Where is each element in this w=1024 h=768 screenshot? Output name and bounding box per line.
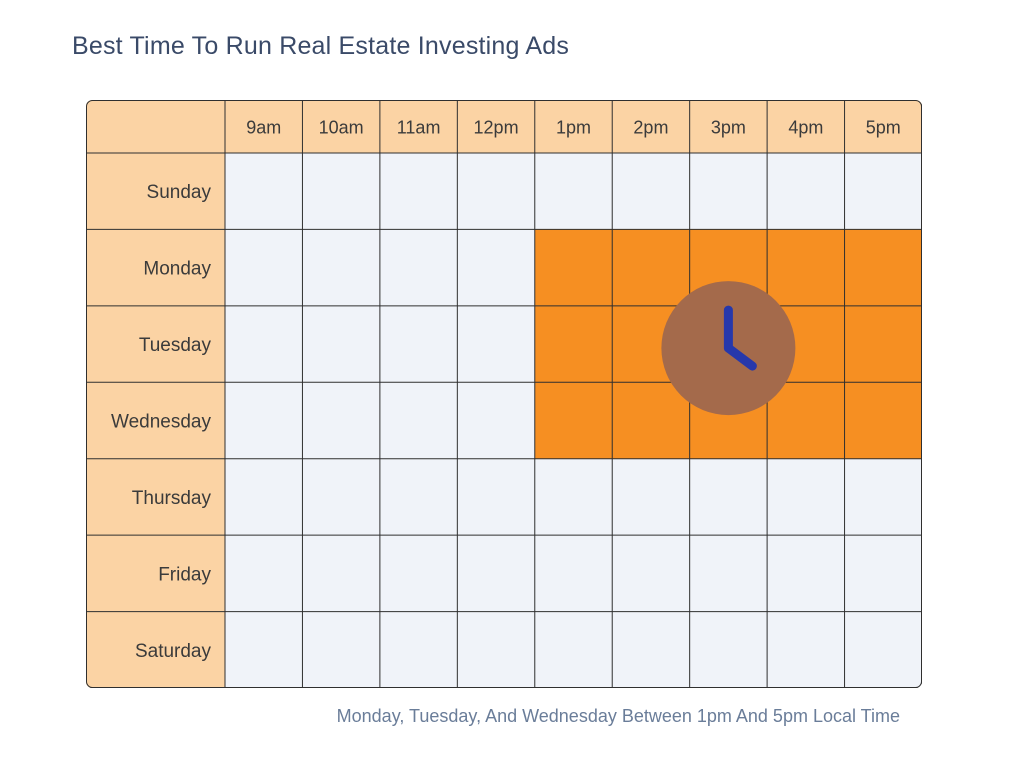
heatmap-cell [379, 229, 458, 306]
heatmap-chart: 9am 10am 11am 12pm 1pm 2pm 3pm 4pm 5pm Sunday Mond… [86, 100, 922, 688]
heatmap-cell [612, 535, 690, 612]
heatmap-cell [302, 229, 380, 306]
heatmap-cell-highlight [844, 229, 922, 306]
column-header-label: 12pm [474, 118, 519, 138]
row-label: Monday [143, 259, 211, 280]
row-label-column-bg [86, 153, 225, 688]
column-header-label: 5pm [866, 118, 901, 138]
column-header-label: 9am [246, 118, 281, 138]
heatmap-cell [225, 229, 303, 306]
heatmap-cell [457, 382, 535, 459]
clock-icon [661, 281, 796, 416]
clock-hands [723, 305, 757, 371]
heatmap-cell-highlight [844, 305, 922, 383]
heatmap-cell [689, 153, 768, 230]
row-label: Wednesday [111, 412, 211, 433]
heatmap-cell [302, 458, 380, 536]
column-header-label: 10am [319, 118, 364, 138]
heatmap-cell [379, 535, 458, 612]
heatmap-cell [225, 535, 303, 612]
heatmap-cell [612, 611, 690, 688]
heatmap-cell [225, 153, 303, 230]
chart-title: Best Time To Run Real Estate Investing A… [72, 32, 570, 60]
heatmap-cell [302, 611, 380, 688]
heatmap-cell [534, 611, 613, 688]
heatmap-cell-highlight [767, 382, 845, 459]
heatmap-cell [379, 611, 458, 688]
heatmap-cell [379, 305, 458, 383]
heatmap-cell [457, 153, 535, 230]
heatmap-container: 9am 10am 11am 12pm 1pm 2pm 3pm 4pm 5pm Sunday Mond… [86, 100, 922, 688]
row-label: Tuesday [139, 335, 212, 356]
heatmap-cell [689, 611, 768, 688]
heatmap-cell [302, 535, 380, 612]
column-header-label: 2pm [633, 118, 668, 138]
heatmap-cell [767, 458, 845, 536]
heatmap-cell-highlight [534, 382, 613, 459]
heatmap-cell [767, 535, 845, 612]
heatmap-cell [844, 153, 922, 230]
heatmap-cell [767, 611, 845, 688]
heatmap-cell [844, 535, 922, 612]
heatmap-cell [844, 611, 922, 688]
heatmap-cell [225, 382, 303, 459]
heatmap-border [86, 100, 922, 688]
heatmap-cell [534, 458, 613, 536]
chart-caption: Monday, Tuesday, And Wednesday Between 1… [336, 706, 900, 726]
heatmap-cell [302, 382, 380, 459]
row-label: Sunday [147, 182, 212, 203]
heatmap-cell [534, 153, 613, 230]
heatmap-cell [302, 305, 380, 383]
heatmap-cell [534, 535, 613, 612]
heatmap-cell [612, 153, 690, 230]
heatmap-cell [225, 611, 303, 688]
heatmap-cell [379, 458, 458, 536]
heatmap-cell [457, 611, 535, 688]
column-header-label: 3pm [711, 118, 746, 138]
heatmap-cell [689, 535, 768, 612]
heatmap-cell [457, 535, 535, 612]
heatmap-cell [767, 153, 845, 230]
column-header-label: 4pm [788, 118, 823, 138]
heatmap-cell-highlight [534, 305, 613, 383]
row-label: Friday [158, 564, 211, 585]
row-label: Saturday [135, 641, 212, 662]
heatmap-cell [379, 382, 458, 459]
heatmap-cell [302, 153, 380, 230]
heatmap-body [86, 100, 922, 688]
heatmap-cell [457, 305, 535, 383]
heatmap-cell [225, 458, 303, 536]
heatmap-cell [689, 458, 768, 536]
heatmap-cell-highlight [534, 229, 613, 306]
heatmap-cell-highlight [844, 382, 922, 459]
column-header-label: 1pm [556, 118, 591, 138]
heatmap-cell [225, 305, 303, 383]
heatmap-cell-highlight [612, 229, 690, 306]
heatmap-cell [457, 458, 535, 536]
heatmap-cell [457, 229, 535, 306]
heatmap-cell-highlight [612, 382, 690, 459]
heatmap-cell [844, 458, 922, 536]
heatmap-cell-highlight [767, 229, 845, 306]
heatmap-cell [379, 153, 458, 230]
row-label: Thursday [132, 488, 212, 509]
column-header-label: 11am [397, 118, 441, 138]
heatmap-cell [612, 458, 690, 536]
